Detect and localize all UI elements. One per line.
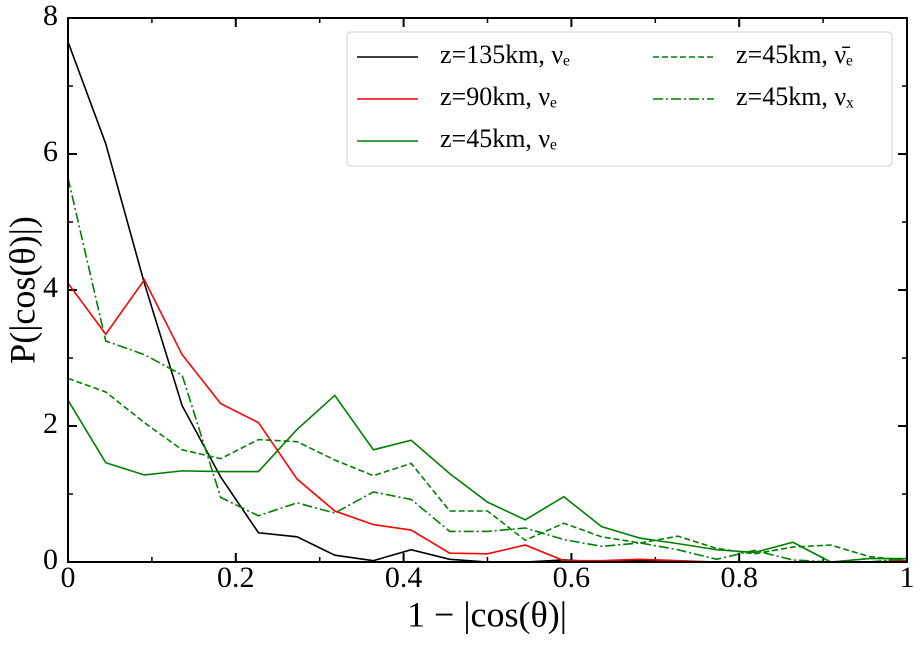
series-line <box>67 377 908 562</box>
y-tick-label: 0 <box>43 543 58 576</box>
legend-label: z=45km, νₑ <box>440 124 557 153</box>
series-line <box>67 394 907 563</box>
y-tick-label: 4 <box>43 271 58 304</box>
legend-label: z=90km, νₑ <box>440 82 557 111</box>
series-line <box>67 177 908 563</box>
x-tick-label: 0.6 <box>553 561 591 594</box>
x-tick-label: 0 <box>61 561 76 594</box>
legend-label: z=45km, ν̄ₑ <box>736 40 853 69</box>
x-tick-label: 0.8 <box>720 561 758 594</box>
x-tick-label: 0.2 <box>217 561 255 594</box>
legend-label: z=135km, νₑ <box>440 40 570 69</box>
x-axis-label: 1 − |cos(θ)| <box>407 594 567 634</box>
legend-label: z=45km, νₓ <box>736 82 854 111</box>
legend-box <box>346 31 893 167</box>
x-tick-label: 1 <box>900 561 915 594</box>
y-tick-label: 8 <box>43 0 58 32</box>
x-tick-label: 0.4 <box>385 561 423 594</box>
series-line <box>67 278 908 563</box>
y-axis-label: P(|cos(θ)|) <box>2 216 42 364</box>
y-tick-label: 6 <box>43 135 58 168</box>
y-tick-label: 2 <box>43 407 58 440</box>
plot-frame <box>67 17 908 563</box>
